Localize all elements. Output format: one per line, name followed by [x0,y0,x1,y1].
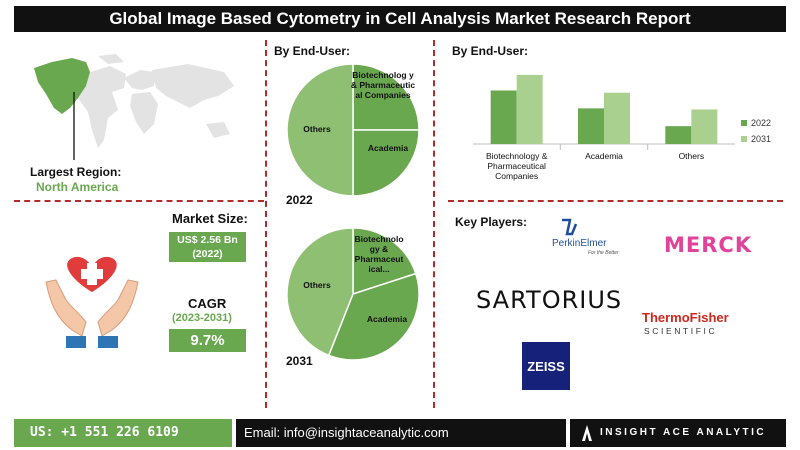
pie-chart-2022: Biotechnolog y & Pharmaceutic al Companies… [286,63,420,197]
pie-slice [352,63,420,131]
market-size-year: (2022) [192,248,223,260]
footer-brand-name: INSIGHT ACE ANALYTIC [600,427,767,438]
pie-slice-label: Biotechnolog y & Pharmaceutic al Companies [351,70,416,100]
perkinelmer-logo: PerkinElmer For the Better [552,218,619,256]
footer-brand: INSIGHT ACE ANALYTIC [570,419,786,447]
svg-text:For the Better: For the Better [588,250,619,256]
category-label: Biotechnology & Pharmaceutical Companies [486,151,548,181]
thermofisher-logo: ThermoFisher SCIENTIFIC [642,310,729,336]
pie-slice-label: Others [303,124,331,134]
sartorius-logo: SARTORIUS [476,286,622,314]
divider-horizontal-left [14,200,264,202]
pie-slice-label: Academia [368,143,408,153]
pie-2031-year-label: 2031 [286,354,313,368]
bar [665,126,692,144]
merck-logo: MERCK [664,233,752,257]
cagr-value: 9.7% [169,329,246,352]
svg-text:SCIENTIFIC: SCIENTIFIC [644,326,717,336]
pie-slice-label: Biotechnolo gy & Pharmaceut ical... [354,234,403,274]
largest-region-value: North America [36,180,119,194]
svg-text:ZEISS: ZEISS [527,359,565,374]
legend-swatch [741,120,747,126]
cagr-period: (2023-2031) [172,312,232,324]
report-title: Global Image Based Cytometry in Cell Ana… [14,6,786,32]
divider-vertical-middle [433,40,435,408]
bar [490,90,517,144]
pie-slice-label: Academia [367,314,407,324]
largest-region-label: Largest Region: [30,165,122,179]
category-label: Others [679,151,705,161]
bar [691,109,718,144]
pie-slice [286,63,354,197]
legend-label: 2022 [751,118,771,128]
market-size-value: US$ 2.56 Bn [177,234,238,246]
pie-2022-year-label: 2022 [286,193,313,207]
brand-logo-icon [582,425,592,441]
world-map-icon [34,54,234,160]
category-label: Academia [585,151,623,161]
footer-email[interactable]: Email: info@insightaceanalytic.com [236,419,566,447]
legend-label: 2031 [751,134,771,144]
bar-chart-end-user: Biotechnology & Pharmaceutical Companies Ac… [473,74,771,181]
key-players-logos: PerkinElmer For the Better MERCK SARTORI… [476,218,752,390]
end-user-pie-section-label: By End-User: [274,44,351,58]
footer-phone: US: +1 551 226 6109 [14,419,232,447]
end-user-bar-section-label: By End-User: [452,44,529,58]
key-players-label: Key Players: [455,215,528,229]
market-size-label: Market Size: [172,211,248,226]
bar [578,108,604,144]
divider-horizontal-right [448,200,783,202]
divider-vertical-left [265,40,267,408]
pie-slice [327,272,420,361]
cagr-label: CAGR [188,296,227,311]
bar [604,92,630,144]
pie-chart-2031: Biotechnolo gy & Pharmaceut ical... Academia… [286,227,420,361]
pie-slice [286,227,354,357]
pie-slice-label: Others [303,280,331,290]
legend-swatch [741,136,747,142]
market-size-value-box: US$ 2.56 Bn (2022) [169,232,246,262]
bar [516,74,543,144]
pie-slice [352,227,417,296]
svg-text:ThermoFisher: ThermoFisher [642,310,729,325]
zeiss-logo: ZEISS [522,342,570,390]
svg-text:PerkinElmer: PerkinElmer [552,238,607,249]
pie-slice [352,129,420,197]
healthcare-hands-icon [45,256,139,348]
